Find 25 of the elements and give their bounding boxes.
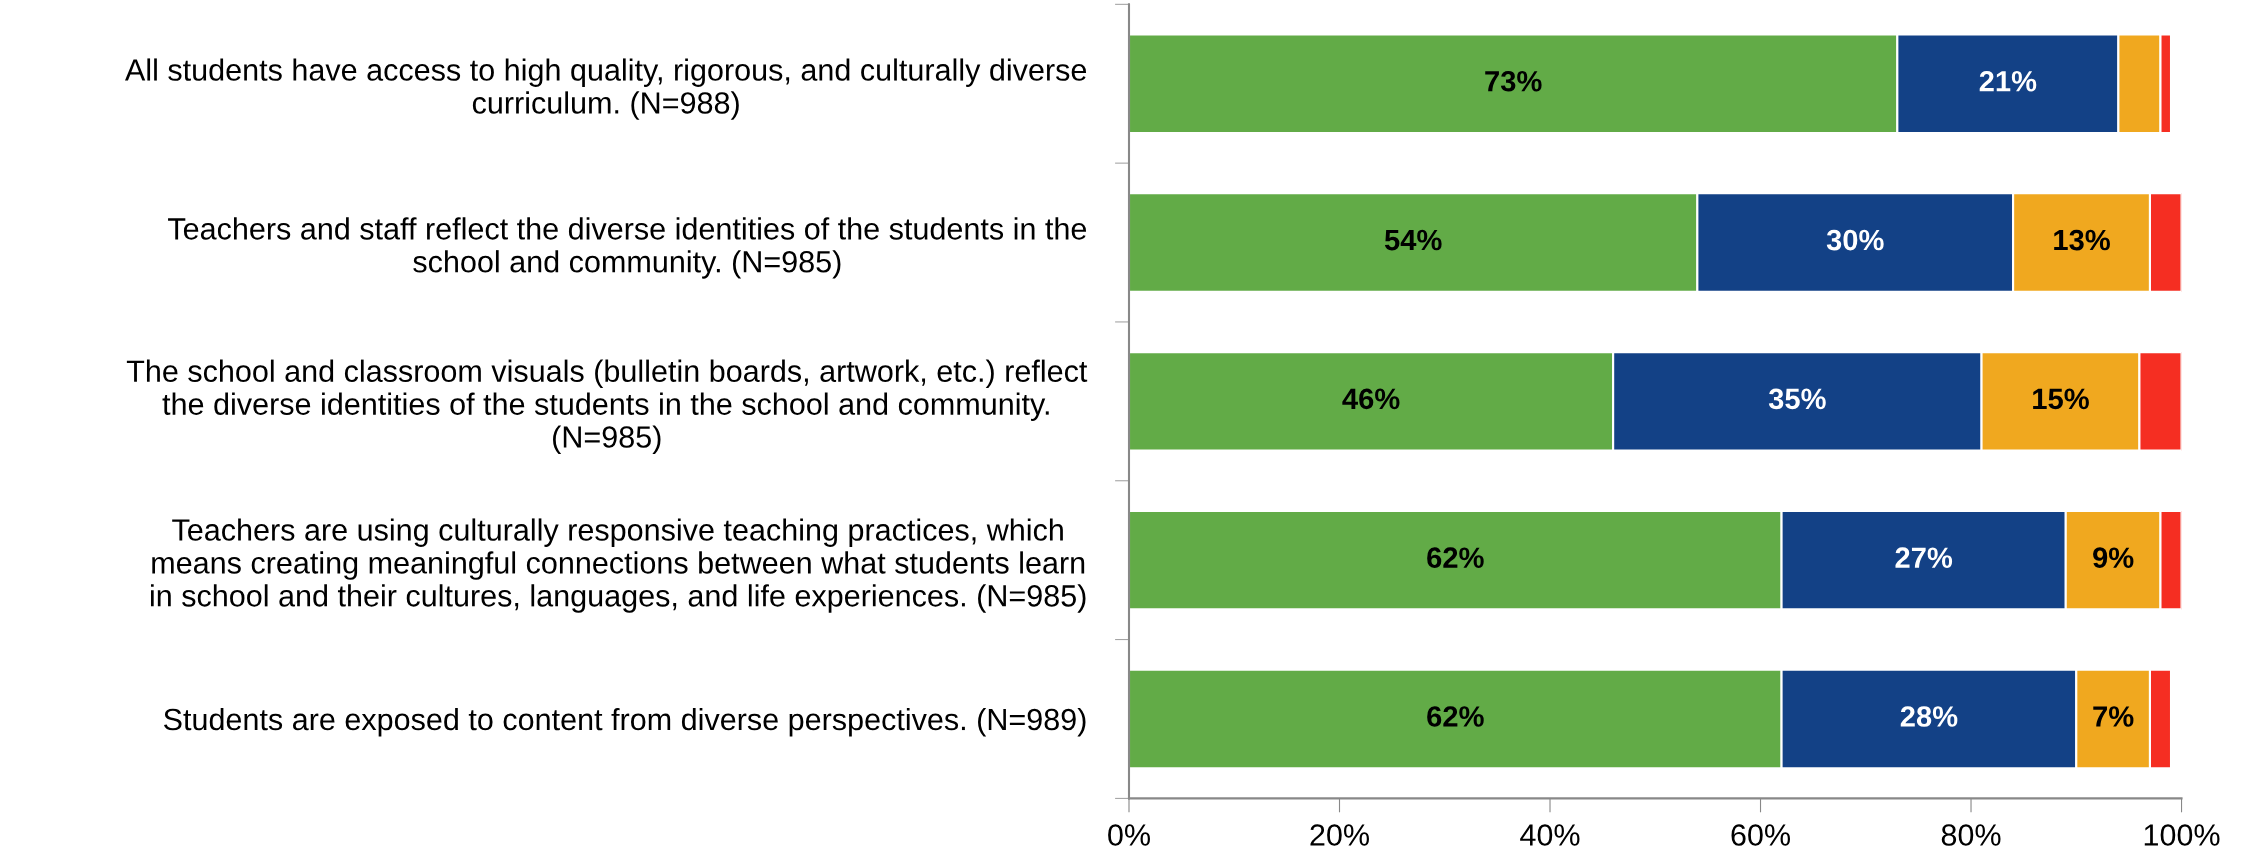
x-tick-label: 60%: [1731, 824, 1791, 846]
x-tick-label: 0%: [1108, 824, 1150, 846]
data-label: 62%: [1427, 547, 1484, 568]
data-label: 13%: [2054, 229, 2110, 251]
x-tick-label: 40%: [1520, 824, 1580, 846]
y-tick-label: Teachers are using culturally responsive teaching practices, which means creating meaningful connections between what students learn in school and their cultures, languages, and life experiences. (N=985): [150, 518, 1086, 613]
y-tick-label: Students are exposed to content from diverse perspectives. (N=989): [163, 707, 1086, 737]
data-label: 27%: [1895, 547, 1953, 568]
x-tick-label: 100%: [2144, 824, 2220, 846]
data-label: 21%: [1979, 70, 2037, 92]
data-label: 7%: [2093, 706, 2134, 727]
x-tick-label: 80%: [1941, 824, 2001, 846]
data-label: 35%: [1768, 388, 1826, 410]
y-tick-label: All students have access to high quality, rigorous, and culturally diverse curriculum. (N=988): [125, 58, 1087, 120]
data-label: 46%: [1342, 388, 1400, 410]
x-tick-label: 20%: [1310, 824, 1369, 846]
y-tick-label: The school and classroom visuals (bulletin boards, artwork, etc.) reflect the diverse identities of the students in the school and community. (N=985): [126, 359, 1088, 454]
y-tick-label: Teachers and staff reflect the diverse identities of the students in the school and community. (N=985): [168, 217, 1087, 279]
data-label: 15%: [2033, 388, 2089, 410]
data-label: 9%: [2093, 547, 2134, 568]
data-label: 30%: [1826, 229, 1884, 251]
data-label: 73%: [1485, 70, 1542, 92]
data-label: 28%: [1900, 706, 1958, 727]
data-label: 62%: [1427, 706, 1484, 727]
data-label: 54%: [1384, 229, 1442, 251]
